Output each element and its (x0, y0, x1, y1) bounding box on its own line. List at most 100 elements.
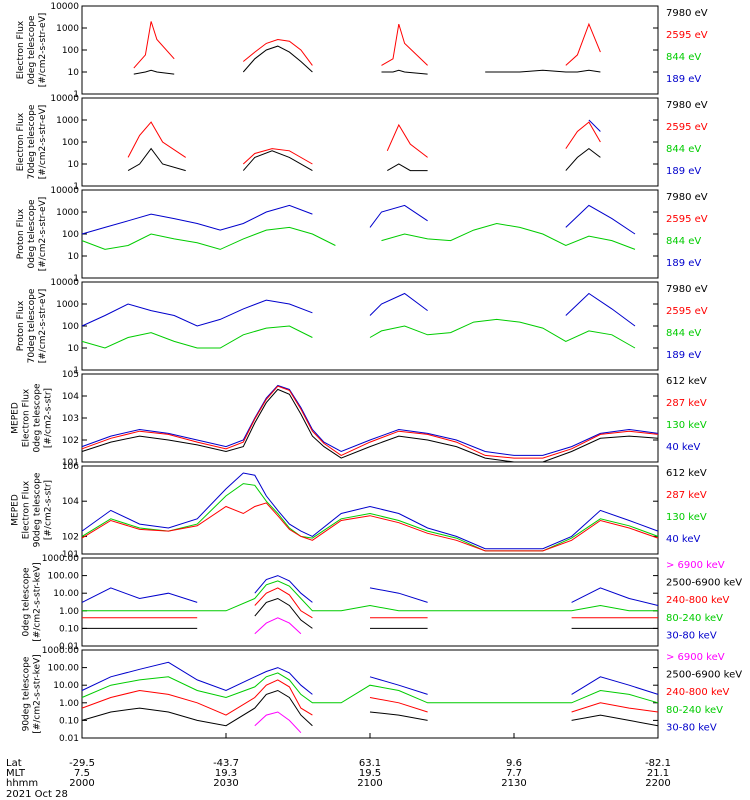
legend-label: 2595 eV (666, 30, 708, 41)
data-series-line (81, 575, 659, 606)
legend-label: 130 keV (666, 420, 707, 431)
legend-label: 2500-6900 keV (666, 578, 742, 589)
data-series-line (588, 119, 601, 132)
y-tick-label: 104 (62, 392, 79, 402)
legend-label: 7980 eV (666, 284, 708, 295)
chart-panel: 1 10 100 1000 10000 Proton Flux 0deg telescope… (16, 186, 708, 284)
chart-panel: 101 102 103 104 105 MEPED Electron Flux 0deg te… (11, 370, 707, 468)
legend-label: > 6900 keV (666, 652, 725, 663)
y-axis-label: Electron Flux (22, 480, 32, 539)
y-tick-label: 1.00 (59, 699, 79, 709)
data-series-line (81, 318, 636, 349)
data-series-line (81, 689, 659, 727)
legend-label: 240-800 keV (666, 595, 730, 606)
legend-label: 2595 eV (666, 214, 708, 225)
y-tick-label: 1 (73, 366, 79, 376)
y-axis-label: Electron Flux (16, 20, 26, 79)
data-series-line (81, 385, 659, 459)
y-tick-label: 106 (62, 462, 79, 472)
x-tick-label: 2130 (501, 778, 526, 789)
y-tick-label: 101 (62, 550, 79, 560)
y-axis-label: Proton Flux (16, 208, 26, 259)
y-tick-label: 1000 (56, 24, 79, 34)
x-axis-row-label-mlt: MLT (6, 768, 26, 779)
y-axis-label: 0deg telescope (22, 567, 32, 637)
y-tick-label: 10 (68, 344, 80, 354)
legend-label: 40 keV (666, 442, 700, 453)
data-series-line (133, 45, 601, 75)
legend-label: 130 keV (666, 512, 707, 523)
y-axis-label: 70deg telescope (27, 104, 37, 179)
y-axis-label: Electron Flux (22, 388, 32, 447)
chart-panel: 101 102 104 106 MEPED Electron Flux 90deg tele… (11, 462, 707, 560)
y-tick-label: 10.00 (53, 681, 79, 691)
y-axis-label: [#/cm2-s-str-eV] (38, 289, 48, 364)
chart-panel: 1 10 100 1000 10000 Electron Flux 0deg telesco… (16, 2, 708, 100)
chart-panel: 1 10 100 1000 10000 Proton Flux 70deg telescop… (16, 278, 708, 376)
legend-label: 7980 eV (666, 8, 708, 19)
legend-label: 80-240 keV (666, 705, 723, 716)
y-tick-label: 10 (68, 160, 80, 170)
legend-label: 844 eV (666, 52, 701, 63)
legend-label: 287 keV (666, 398, 707, 409)
y-axis-label: [#/cm2-s-str-eV] (38, 105, 48, 180)
y-tick-label: 1000 (56, 208, 79, 218)
y-axis-label: 70deg telescope (27, 288, 37, 363)
plot-frame (81, 97, 659, 187)
x-tick-label: 2100 (357, 778, 382, 789)
data-series-line (81, 672, 659, 704)
y-tick-label: 1000.00 (42, 646, 79, 656)
y-tick-label: 100.00 (48, 664, 80, 674)
legend-label: 189 eV (666, 74, 701, 85)
y-axis-label: [#/cm2-s-str-keV] (33, 654, 43, 733)
data-series-line (254, 711, 302, 734)
y-tick-label: 1 (73, 90, 79, 100)
x-tick-label: 21.1 (647, 768, 669, 779)
plot-frame (81, 281, 659, 371)
x-axis-row-label-lat: Lat (6, 758, 22, 769)
y-tick-label: 103 (62, 414, 79, 424)
y-axis-label: [#/cm2-s-str-eV] (38, 197, 48, 272)
x-tick-label: 7.5 (74, 768, 90, 779)
chart-panel: 1 10 100 1000 10000 Electron Flux 70deg telesc… (16, 94, 708, 192)
y-tick-label: 0.01 (59, 642, 79, 652)
y-axis-label: [#/cm2-s-str] (44, 480, 54, 540)
legend-label: > 6900 keV (666, 560, 725, 571)
legend-label: 30-80 keV (666, 630, 717, 641)
x-tick-label: -43.7 (213, 758, 239, 769)
legend-label: 30-80 keV (666, 722, 717, 733)
legend-label: 844 eV (666, 328, 701, 339)
x-axis-date: 2021 Oct 28 (6, 789, 68, 800)
y-tick-label: 1.00 (59, 607, 79, 617)
plot-frame (81, 465, 659, 555)
data-series-line (81, 472, 659, 550)
y-axis-label: 0deg telescope (27, 15, 37, 85)
legend-label: 189 eV (666, 258, 701, 269)
plot-frame (81, 5, 659, 95)
legend-label: 612 keV (666, 376, 707, 387)
legend-label: 2500-6900 keV (666, 670, 742, 681)
y-tick-label: 100.00 (48, 572, 80, 582)
y-tick-label: 1000 (56, 300, 79, 310)
data-series-line (81, 384, 659, 456)
y-axis-label: 0deg telescope (33, 383, 43, 453)
data-series-line (81, 661, 659, 695)
y-tick-label: 10 (68, 252, 80, 262)
y-tick-label: 1 (73, 182, 79, 192)
data-series-line (82, 597, 658, 629)
data-series-line (81, 679, 659, 716)
legend-label: 844 eV (666, 144, 701, 155)
y-axis-label: 0deg telescope (27, 199, 37, 269)
y-tick-label: 10 (68, 68, 80, 78)
data-series-line (82, 580, 658, 612)
data-series-line (81, 388, 659, 463)
chart-panel: 0.01 0.10 1.00 10.00 100.00 1000.00 0deg teles… (22, 554, 743, 652)
x-tick-label: -82.1 (645, 758, 671, 769)
data-series-line (254, 617, 302, 635)
legend-label: 612 keV (666, 468, 707, 479)
y-axis-label: Electron Flux (16, 112, 26, 171)
y-tick-label: 1 (73, 274, 79, 284)
y-axis-label: Proton Flux (16, 300, 26, 351)
